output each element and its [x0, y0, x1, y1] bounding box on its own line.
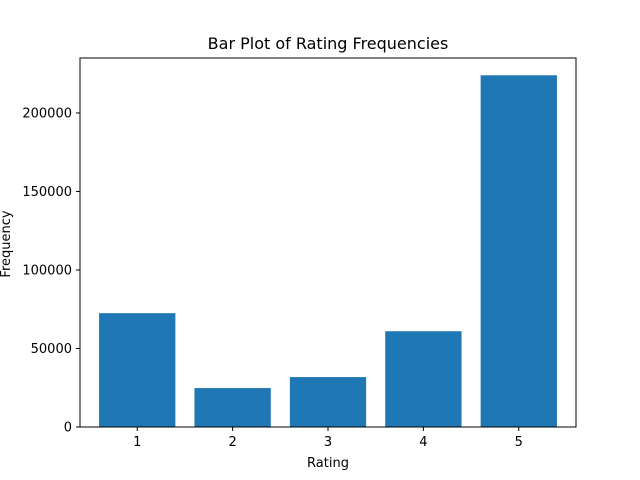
y-tick-label-100000: 100000 — [22, 263, 72, 278]
x-axis-label: Rating — [307, 456, 349, 471]
y-tick-label-0: 0 — [64, 421, 72, 436]
bar-5 — [480, 75, 557, 427]
x-tick-label-4: 4 — [419, 435, 427, 450]
axes-layer: 1 2 3 4 5 0 50000 100000 150000 200000 — [22, 57, 577, 450]
bar-4 — [385, 331, 462, 427]
bar-2 — [194, 388, 271, 427]
y-tick-label-200000: 200000 — [22, 106, 72, 121]
bars-layer — [99, 75, 557, 427]
bar-1 — [99, 313, 176, 427]
chart-title: Bar Plot of Rating Frequencies — [208, 34, 449, 53]
x-tick-label-2: 2 — [228, 435, 236, 450]
x-tick-label-5: 5 — [515, 435, 523, 450]
x-tick-label-3: 3 — [324, 435, 332, 450]
x-tick-label-1: 1 — [133, 435, 141, 450]
bar-3 — [289, 377, 367, 427]
y-axis-label: Frequency — [0, 210, 14, 277]
y-tick-label-150000: 150000 — [22, 185, 72, 200]
y-tick-label-50000: 50000 — [31, 342, 72, 357]
